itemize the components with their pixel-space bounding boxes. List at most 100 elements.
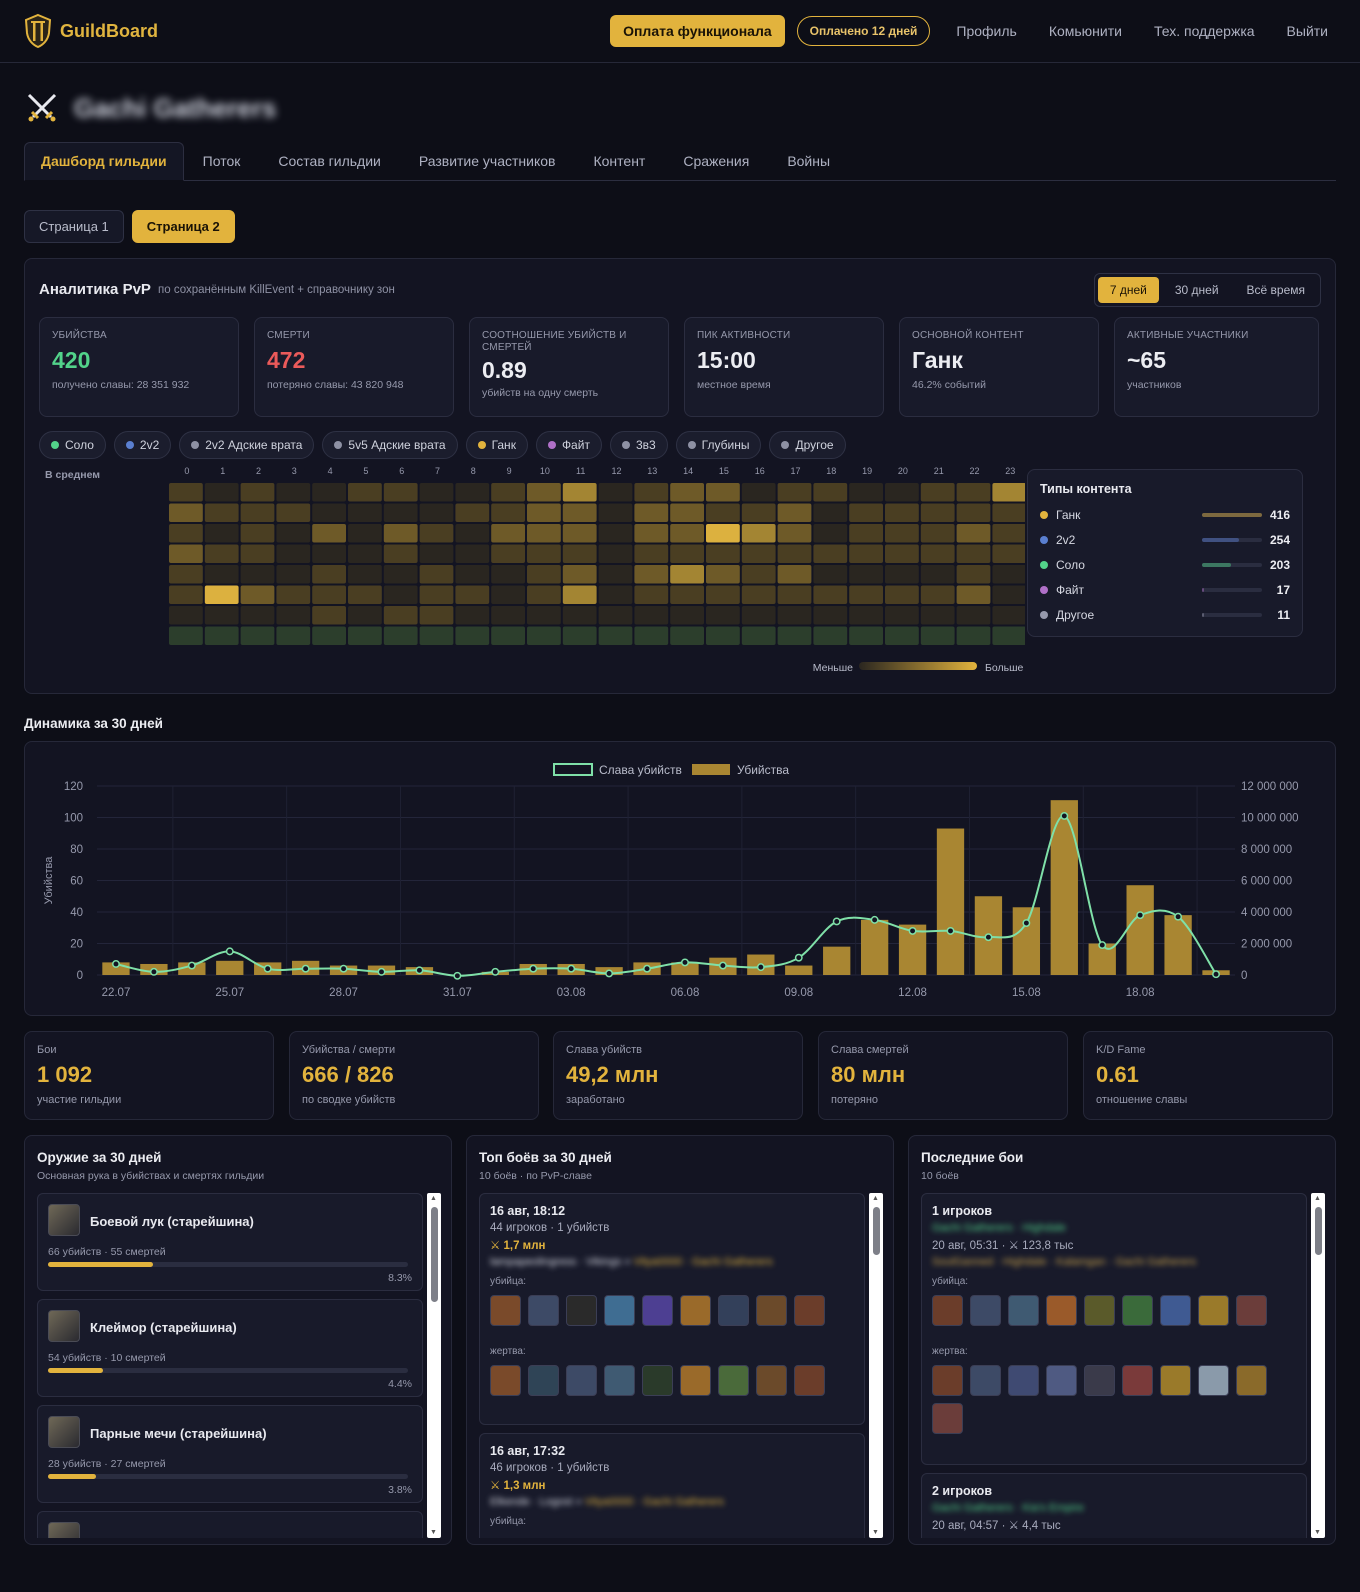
stat-label: Смерти [267, 330, 310, 341]
line-point [718, 961, 727, 970]
line-point [756, 963, 765, 972]
fight-card[interactable]: 16 авг, 18:12 44 игроков · 1 убийств ⚔ 1… [479, 1193, 865, 1425]
tab-wars[interactable]: Войны [787, 153, 831, 169]
gear-item-icon [680, 1365, 711, 1396]
filter-chip-other[interactable]: Другое [769, 431, 846, 459]
fight-participants: lampapeolingress · Vikings » Vitya0000 ·… [490, 1256, 773, 1268]
kpi-label: Убийства / смерти [302, 1044, 396, 1056]
heatmap-cell [276, 483, 311, 502]
period-all-time[interactable]: Всё время [1246, 283, 1305, 297]
heatmap-average-cell [562, 626, 597, 645]
tab-progress[interactable]: Развитие участников [418, 153, 556, 169]
gear-item-icon [490, 1295, 521, 1326]
pvp-analytics-panel: Аналитика PvP по сохранённым KillEvent +… [24, 258, 1336, 694]
heatmap-average-cell [813, 626, 848, 645]
kpi-note: участие гильдии [37, 1094, 122, 1106]
fight-card[interactable]: 2 игроков Gachi Gatherers · Kia's Empire… [921, 1473, 1307, 1538]
weapons-list[interactable]: Боевой лук (старейшина) 66 убийств · 55 … [37, 1193, 435, 1538]
y2-tick-label: 4 000 000 [1241, 907, 1292, 919]
fight-card[interactable]: 1 игроков Gachi Gatherers · Highdale 20 … [921, 1193, 1307, 1465]
heatmap-cell [634, 524, 669, 543]
paid-badge[interactable]: Оплачено 12 дней [796, 16, 931, 46]
stat-label: Убийства [52, 330, 107, 341]
gear-item-icon [1084, 1295, 1115, 1326]
period-7-days[interactable]: 7 дней [1097, 277, 1159, 303]
heatmap-cell [419, 606, 454, 625]
tab-battles[interactable]: Сражения [683, 153, 750, 169]
nav-profile[interactable]: Профиль [956, 23, 1017, 39]
line-point [870, 915, 879, 924]
brand-logo[interactable]: GuildBoard [24, 13, 158, 49]
tab-content[interactable]: Контент [593, 153, 646, 169]
heatmap-average-cell [348, 626, 382, 645]
heatmap-hour-label: 6 [399, 466, 404, 476]
heatmap-cell [813, 606, 848, 625]
tab-feed[interactable]: Поток [202, 153, 241, 169]
weapon-card[interactable]: Парные мечи (старейшина) 28 убийств · 27… [37, 1405, 423, 1503]
filter-chip-3v3[interactable]: 3в3 [609, 431, 668, 459]
page-2-button[interactable]: Страница 2 [131, 210, 235, 243]
heatmap-cell [920, 585, 955, 604]
heatmap-cell [169, 503, 203, 522]
line-point [301, 964, 310, 973]
top-fights-list[interactable]: 16 авг, 18:12 44 игроков · 1 убийств ⚔ 1… [479, 1193, 877, 1538]
filter-chip-solo[interactable]: Соло [39, 431, 106, 459]
tab-roster[interactable]: Состав гильдии [278, 153, 381, 169]
heatmap-cell [348, 585, 382, 604]
gear-item-icon [1122, 1295, 1153, 1326]
filter-chip-gank[interactable]: Ганк [465, 431, 528, 459]
killer-label: убийца: [490, 1516, 527, 1527]
heatmap-cell [240, 524, 275, 543]
heatmap-cell [920, 544, 955, 563]
y-axis-label: Убийства [43, 856, 55, 905]
heatmap-hour-label: 9 [507, 466, 512, 476]
tab-dashboard[interactable]: Дашборд гильдии [24, 142, 184, 181]
heatmap-legend-gradient [859, 662, 977, 670]
page-1-button[interactable]: Страница 1 [24, 210, 124, 243]
heatmap-hour-label: 19 [862, 466, 872, 476]
fight-card[interactable]: 16 авг, 17:32 46 игроков · 1 убийств ⚔ 1… [479, 1433, 865, 1538]
heatmap-cell [562, 483, 597, 502]
weapons-scrollbar[interactable]: ▲ ▼ [427, 1193, 441, 1538]
heatmap-cell [204, 503, 239, 522]
heatmap-cell [777, 585, 812, 604]
heatmap-cell [634, 544, 669, 563]
x-tick-label: 18.08 [1126, 987, 1155, 999]
recent-fights-list[interactable]: 1 игроков Gachi Gatherers · Highdale 20 … [921, 1193, 1319, 1538]
dynamics-chart-panel: 0 20 40 60 80 100 120 0 2 000 000 4 000 000 6 000 … [24, 741, 1336, 1016]
nav-logout[interactable]: Выйти [1286, 23, 1328, 39]
gear-item-icon [490, 1365, 521, 1396]
nav-support[interactable]: Тех. поддержка [1153, 23, 1255, 39]
pay-button[interactable]: Оплата функционала [610, 15, 785, 47]
heatmap-cell [312, 503, 346, 522]
content-type-count: 254 [1269, 532, 1290, 547]
heatmap-cell [276, 565, 311, 584]
heatmap-average-cell [419, 626, 454, 645]
weapon-share: 3.8% [388, 1484, 412, 1496]
weapon-card[interactable]: Боевой лук (старейшина) 66 убийств · 55 … [37, 1193, 423, 1291]
stat-value: 0.89 [482, 357, 527, 383]
top-fights-scrollbar[interactable]: ▲ ▼ [869, 1193, 883, 1538]
filter-chip-2v2[interactable]: 2v2 [113, 431, 172, 459]
line-point [1212, 970, 1220, 979]
heatmap-cell [849, 544, 883, 563]
content-type-bar [1202, 612, 1262, 617]
period-30-days[interactable]: 30 дней [1174, 283, 1219, 297]
filter-chip-fight[interactable]: Файт [535, 431, 602, 459]
heatmap-cell [491, 585, 525, 604]
filter-chip-depths[interactable]: Глубины [675, 431, 762, 459]
heatmap-cell [419, 524, 454, 543]
filter-chip-5v5-hellgate[interactable]: 5v5 Адские врата [322, 431, 458, 459]
content-filter-chips: Соло 2v2 2v2 Адские врата 5v5 Адские вра… [39, 431, 846, 459]
content-type-bar [1202, 537, 1262, 542]
nav-community[interactable]: Комьюнити [1048, 23, 1122, 39]
heatmap-average-cell [670, 626, 704, 645]
weapon-card[interactable] [37, 1511, 423, 1538]
recent-fights-scrollbar[interactable]: ▲ ▼ [1311, 1193, 1325, 1538]
gear-item-icon [528, 1295, 559, 1326]
weapon-card[interactable]: Клеймор (старейшина) 54 убийств · 10 сме… [37, 1299, 423, 1397]
kpi-label: Бои [37, 1044, 57, 1056]
heatmap-hour-label: 1 [220, 466, 225, 476]
heatmap-cell [813, 503, 848, 522]
filter-chip-2v2-hellgate[interactable]: 2v2 Адские врата [179, 431, 315, 459]
